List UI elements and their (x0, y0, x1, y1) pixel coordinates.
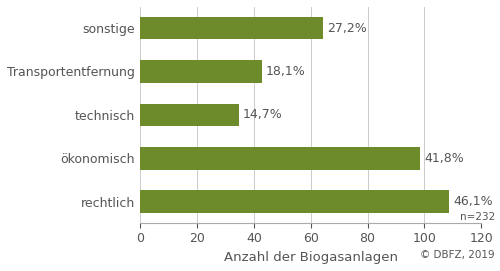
Bar (140, 60, 262, 83)
Text: n=232: n=232 (460, 212, 495, 222)
Text: © DBFZ, 2019: © DBFZ, 2019 (420, 250, 495, 260)
Text: 46,1%: 46,1% (453, 195, 492, 208)
X-axis label: Anzahl der Biogasanlagen: Anzahl der Biogasanlagen (224, 251, 398, 264)
Text: 27,2%: 27,2% (327, 21, 366, 34)
Bar (140, 17, 322, 39)
Bar (140, 191, 448, 213)
Text: 18,1%: 18,1% (266, 65, 306, 78)
Bar (140, 104, 238, 126)
Text: 41,8%: 41,8% (424, 152, 465, 165)
Bar (140, 147, 420, 170)
Text: 14,7%: 14,7% (243, 108, 282, 121)
